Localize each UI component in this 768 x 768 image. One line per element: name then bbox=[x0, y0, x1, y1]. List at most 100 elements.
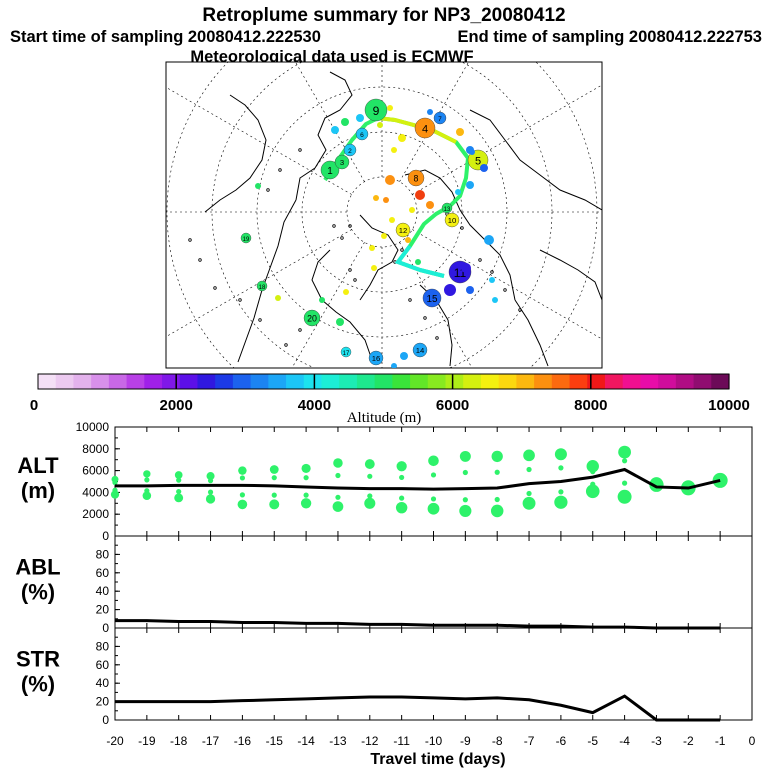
plume-marker-small bbox=[489, 277, 495, 283]
plume-marker-label: 6 bbox=[360, 132, 364, 139]
plume-marker-label: 7 bbox=[438, 116, 442, 123]
plume-marker bbox=[441, 202, 453, 214]
altitude-lower-marker bbox=[364, 497, 376, 509]
altitude-mid-marker bbox=[399, 495, 405, 501]
island bbox=[198, 258, 202, 262]
plume-marker bbox=[412, 342, 428, 358]
altitude-lower-marker bbox=[237, 499, 248, 510]
altitude-mid-marker bbox=[494, 469, 500, 475]
altitude-mid-marker bbox=[526, 490, 532, 497]
plume-marker-small bbox=[377, 122, 383, 128]
plume-marker bbox=[355, 127, 369, 141]
plume-marker-small bbox=[480, 164, 488, 172]
altitude-mid-marker bbox=[112, 479, 118, 486]
altitude-lower-marker bbox=[395, 501, 408, 514]
plume-marker-small bbox=[331, 126, 339, 134]
trajectory-path-low bbox=[394, 244, 445, 278]
y-tick-label: 0 bbox=[102, 621, 109, 635]
colorbar-swatch bbox=[126, 374, 145, 389]
altitude-mid-marker bbox=[207, 489, 214, 495]
colorbar-tick-label: 6000 bbox=[436, 397, 469, 414]
altitude-mid-marker bbox=[558, 489, 564, 495]
island bbox=[435, 336, 439, 340]
colorbar-swatch bbox=[144, 374, 163, 389]
x-tick-label: -11 bbox=[393, 734, 410, 748]
colorbar-swatch bbox=[162, 374, 181, 389]
island bbox=[284, 343, 288, 347]
plume-marker-small bbox=[319, 297, 325, 303]
island bbox=[278, 168, 282, 172]
altitude-upper-marker bbox=[238, 466, 247, 475]
plume-marker bbox=[433, 111, 447, 125]
y-tick-label: 80 bbox=[96, 547, 110, 561]
plume-marker-small bbox=[385, 175, 395, 185]
island bbox=[188, 238, 192, 242]
colorbar-swatch bbox=[356, 374, 376, 389]
plume-marker-label: 14 bbox=[416, 346, 425, 355]
plume-marker-label: 17 bbox=[343, 351, 350, 357]
plume-marker-small bbox=[391, 147, 397, 153]
colorbar-swatch bbox=[604, 374, 624, 389]
panel-label: ABL bbox=[15, 555, 60, 580]
plume-marker-small bbox=[356, 114, 364, 122]
altitude-upper-marker bbox=[586, 460, 599, 473]
plume-marker-small bbox=[371, 265, 377, 271]
y-tick-label: 10000 bbox=[76, 420, 110, 434]
island bbox=[478, 258, 482, 262]
colorbar-swatch bbox=[268, 374, 287, 389]
island bbox=[298, 328, 302, 332]
plume-marker bbox=[334, 154, 350, 170]
colorbar-tick-label: 4000 bbox=[298, 397, 331, 414]
altitude-mid-marker bbox=[622, 458, 628, 464]
colorbar-swatch bbox=[516, 374, 535, 389]
map-frame bbox=[165, 61, 603, 369]
island bbox=[460, 226, 464, 230]
x-tick-label: -13 bbox=[329, 734, 347, 748]
colorbar-swatch bbox=[534, 374, 553, 389]
altitude-upper-marker bbox=[491, 450, 503, 463]
altitude-lower-marker bbox=[617, 489, 632, 504]
colorbar-swatch bbox=[587, 374, 606, 389]
colorbar-tick-label: 2000 bbox=[160, 397, 193, 414]
island bbox=[258, 318, 262, 322]
colorbar-swatch bbox=[551, 374, 571, 389]
panel-frame bbox=[114, 627, 753, 721]
y-tick-label: 8000 bbox=[82, 442, 109, 456]
colorbar-swatch bbox=[38, 374, 57, 389]
start-time-text: Start time of sampling 20080412.222530 bbox=[10, 28, 321, 46]
coastline bbox=[237, 199, 297, 363]
plume-marker-small bbox=[427, 109, 433, 115]
altitude-upper-marker bbox=[364, 459, 375, 469]
island bbox=[490, 270, 494, 274]
plume-marker-small bbox=[387, 105, 393, 111]
colorbar-swatch bbox=[321, 374, 340, 389]
coastline bbox=[404, 169, 516, 301]
x-tick-label: -16 bbox=[234, 734, 252, 748]
island bbox=[408, 298, 412, 302]
island bbox=[400, 248, 404, 252]
plume-marker-small bbox=[405, 237, 411, 243]
plume-marker-small bbox=[484, 235, 494, 245]
colorbar-swatch bbox=[569, 374, 588, 389]
abl-line bbox=[115, 619, 721, 630]
altitude-mid-marker bbox=[590, 481, 596, 487]
plume-marker-label: 8 bbox=[414, 174, 419, 184]
colorbar-swatch bbox=[427, 374, 447, 389]
x-axis-label: Travel time (days) bbox=[370, 751, 505, 768]
altitude-lower-marker bbox=[174, 493, 184, 503]
altitude-mid-marker bbox=[430, 496, 437, 502]
colorbar-swatch bbox=[91, 374, 110, 389]
y-tick-label: 80 bbox=[96, 639, 110, 653]
altitude-lower-marker bbox=[110, 490, 120, 499]
altitude-mid-marker bbox=[494, 496, 500, 503]
y-tick-label: 60 bbox=[96, 658, 110, 672]
plume-marker-small bbox=[492, 297, 498, 303]
plume-marker-small bbox=[466, 286, 474, 294]
colorbar-label: Altitude (m) bbox=[347, 410, 422, 426]
altitude-mid-marker bbox=[112, 487, 118, 493]
island bbox=[518, 308, 522, 312]
altitude-mid-marker bbox=[303, 475, 309, 481]
altitude-upper-marker bbox=[301, 463, 311, 474]
colorbar-swatch bbox=[693, 374, 712, 389]
